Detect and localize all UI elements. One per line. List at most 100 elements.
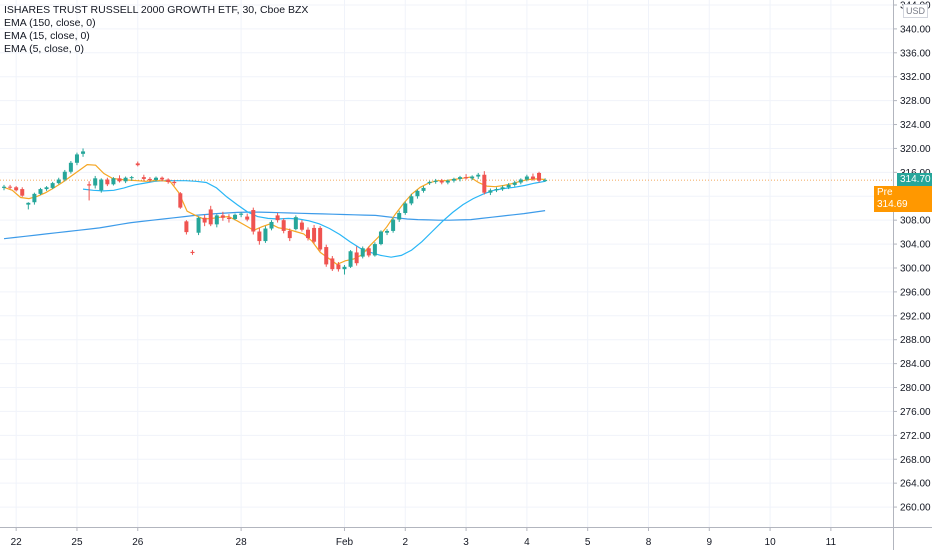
candle-body [93, 178, 98, 186]
currency-badge[interactable]: USD [902, 4, 928, 18]
candle-body [360, 248, 365, 257]
x-tick-label: 25 [71, 537, 83, 548]
y-tick-label: 280.00 [900, 383, 931, 394]
candle-body [220, 215, 225, 218]
candle-body [135, 163, 140, 166]
candle-body [403, 203, 408, 213]
premarket-badge: Pre 314.69 [874, 186, 932, 213]
y-tick-label: 260.00 [900, 503, 931, 514]
candle-body [409, 196, 414, 204]
candle-body [421, 187, 426, 191]
candle-body [38, 189, 43, 194]
y-tick-label: 292.00 [900, 311, 931, 322]
candle-body [530, 176, 535, 179]
candle-body [226, 217, 231, 219]
candle-body [190, 251, 195, 254]
ema5-legend[interactable]: EMA (5, close, 0) [4, 43, 84, 55]
candle-body [342, 266, 347, 270]
candle-body [269, 221, 274, 229]
x-tick-label: 28 [236, 537, 248, 548]
x-tick-label: 10 [765, 537, 777, 548]
y-tick-label: 296.00 [900, 287, 931, 298]
candle-body [8, 186, 13, 188]
candle-body [50, 183, 55, 188]
candle-body [214, 215, 219, 225]
candle-body [208, 209, 213, 225]
x-tick-label: 9 [706, 537, 712, 548]
candle-body [141, 177, 146, 179]
candle-body [464, 177, 469, 179]
candle-body [20, 189, 25, 196]
ema150-legend[interactable]: EMA (150, close, 0) [4, 17, 96, 29]
candle-body [524, 176, 529, 180]
x-tick-label: 8 [646, 537, 652, 548]
symbol-title: ISHARES TRUST RUSSELL 2000 GROWTH ETF, 3… [4, 4, 309, 16]
candle-body [99, 179, 104, 191]
candle-body [202, 217, 207, 223]
x-tick-label: 4 [524, 537, 530, 548]
candle-body [172, 181, 177, 184]
candle-body [293, 217, 298, 230]
candle-body [263, 228, 268, 242]
candle-body [117, 178, 122, 182]
candle-body [372, 244, 377, 256]
premarket-tag: Pre [877, 187, 893, 199]
candle-body [251, 210, 256, 232]
x-tick-label: 5 [585, 537, 591, 548]
y-tick-label: 328.00 [900, 96, 931, 107]
candle-body [287, 230, 292, 239]
candle-body [166, 179, 171, 182]
x-tick-label: 3 [463, 537, 469, 548]
candle-body [336, 264, 341, 270]
candle-body [81, 151, 86, 154]
candle-body [439, 180, 444, 183]
candle-body [233, 214, 238, 219]
x-tick-label: 22 [11, 537, 23, 548]
candle-body [312, 227, 317, 242]
candle-body [2, 186, 6, 188]
candle-body [184, 221, 189, 233]
candle-body [26, 202, 31, 205]
x-tick-label: Feb [336, 537, 354, 548]
y-tick-label: 276.00 [900, 407, 931, 418]
ema15-legend[interactable]: EMA (15, close, 0) [4, 30, 90, 42]
candle-body [518, 179, 523, 183]
candle-body [318, 227, 323, 250]
candle-body [500, 187, 505, 190]
candle-body [397, 212, 402, 220]
y-tick-label: 272.00 [900, 431, 931, 442]
candle-body [512, 182, 517, 185]
y-tick-label: 268.00 [900, 455, 931, 466]
candle-body [391, 219, 396, 231]
premarket-price-label: 314.69 [877, 199, 908, 211]
candle-body [160, 177, 165, 180]
candle-body [62, 171, 67, 180]
candle-body [366, 248, 371, 256]
candle-body [451, 178, 456, 181]
candle-body [275, 215, 280, 221]
y-tick-label: 284.00 [900, 359, 931, 370]
y-tick-label: 336.00 [900, 48, 931, 59]
candle-body [348, 251, 353, 267]
candle-body [147, 178, 152, 181]
y-tick-label: 288.00 [900, 335, 931, 346]
candle-body [470, 176, 475, 179]
candle-body [324, 247, 329, 265]
candle-body [111, 178, 116, 185]
candle-body [427, 181, 432, 184]
x-tick-label: 11 [826, 537, 837, 548]
last-price-badge: 314.70 [897, 173, 932, 188]
x-tick-label: 26 [132, 537, 144, 548]
candle-body [488, 190, 493, 193]
ema150-line [3, 210, 546, 240]
candle-body [74, 154, 79, 163]
y-tick-label: 304.00 [900, 240, 931, 251]
candle-body [129, 177, 134, 179]
candle-body [154, 177, 158, 181]
candle-body [482, 174, 487, 193]
candle-body [537, 172, 542, 181]
last-price-label: 314.70 [900, 174, 931, 186]
y-tick-label: 320.00 [900, 144, 931, 155]
y-tick-label: 264.00 [900, 479, 931, 490]
